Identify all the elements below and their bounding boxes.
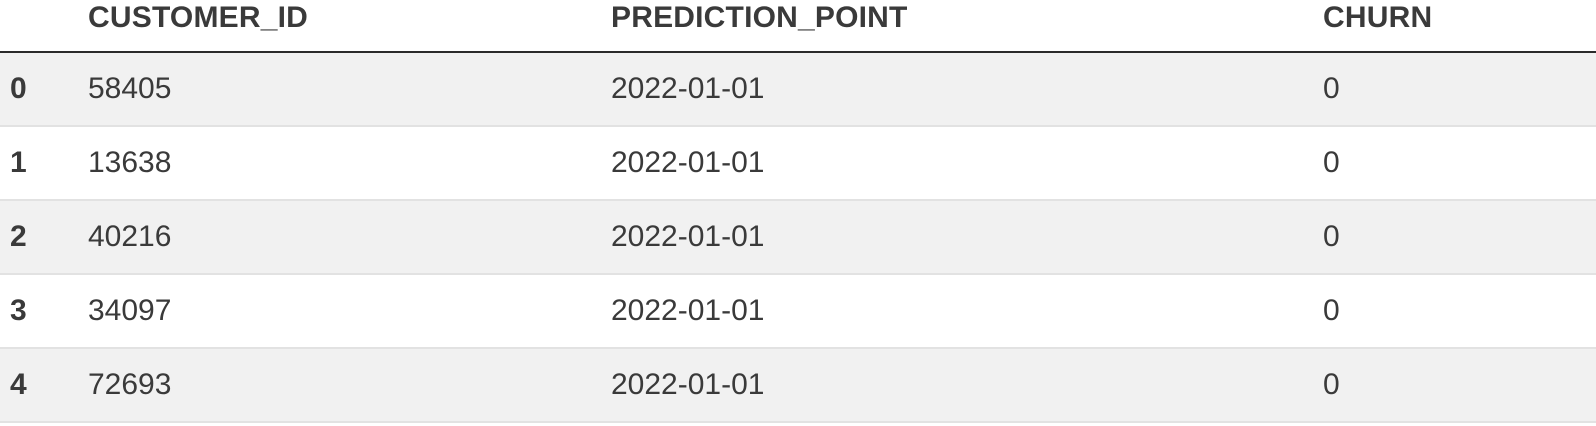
column-header-prediction-point[interactable]: PREDICTION_POINT: [611, 0, 1323, 52]
header-row: CUSTOMER_ID PREDICTION_POINT CHURN: [0, 0, 1596, 52]
table-row: 1 13638 2022-01-01 0: [0, 126, 1596, 200]
cell-prediction-point: 2022-01-01: [611, 200, 1323, 274]
cell-customer-id: 34097: [88, 274, 611, 348]
row-index: 0: [0, 52, 88, 126]
cell-churn: 0: [1323, 126, 1596, 200]
cell-prediction-point: 2022-01-01: [611, 348, 1323, 422]
cell-customer-id: 13638: [88, 126, 611, 200]
cell-prediction-point: 2022-01-01: [611, 126, 1323, 200]
cell-prediction-point: 2022-01-01: [611, 52, 1323, 126]
row-index: 1: [0, 126, 88, 200]
cell-customer-id: 72693: [88, 348, 611, 422]
cell-churn: 0: [1323, 274, 1596, 348]
cell-customer-id: 40216: [88, 200, 611, 274]
cell-churn: 0: [1323, 52, 1596, 126]
table-row: 4 72693 2022-01-01 0: [0, 348, 1596, 422]
row-index: 3: [0, 274, 88, 348]
index-column-header: [0, 0, 88, 52]
cell-prediction-point: 2022-01-01: [611, 274, 1323, 348]
row-index: 2: [0, 200, 88, 274]
cell-churn: 0: [1323, 200, 1596, 274]
table-row: 0 58405 2022-01-01 0: [0, 52, 1596, 126]
cell-customer-id: 58405: [88, 52, 611, 126]
table-row: 2 40216 2022-01-01 0: [0, 200, 1596, 274]
column-header-customer-id[interactable]: CUSTOMER_ID: [88, 0, 611, 52]
cell-churn: 0: [1323, 348, 1596, 422]
column-header-churn[interactable]: CHURN: [1323, 0, 1596, 52]
table-row: 3 34097 2022-01-01 0: [0, 274, 1596, 348]
row-index: 4: [0, 348, 88, 422]
